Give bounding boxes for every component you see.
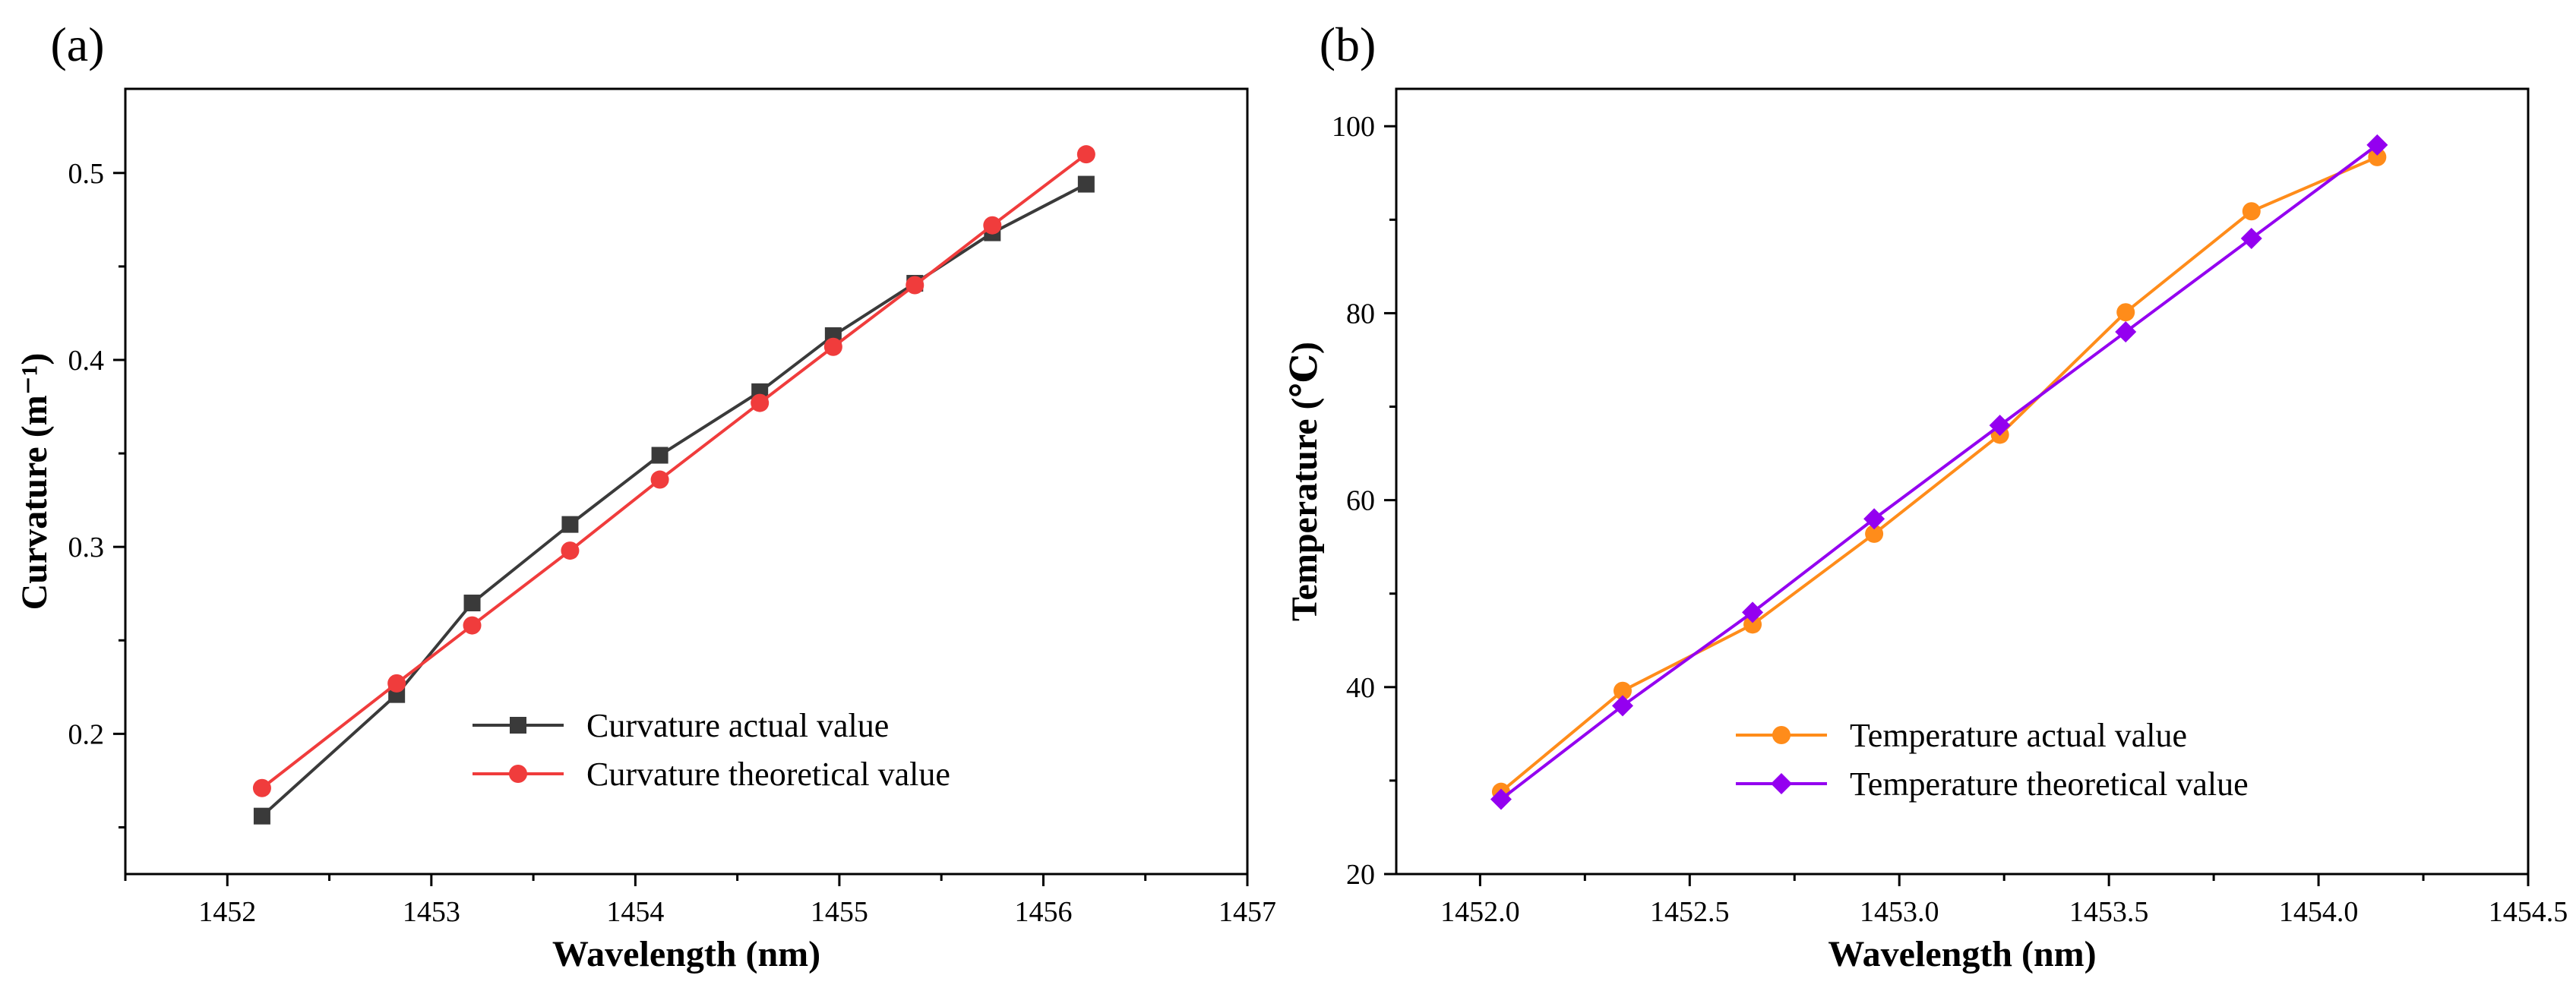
data-point-series-2 — [1863, 508, 1885, 530]
plot-frame — [1395, 87, 2530, 876]
legend-label-1: Temperature actual value — [1850, 717, 2187, 754]
data-point-series-1 — [2242, 202, 2261, 221]
data-point-series-2 — [561, 541, 580, 560]
chart-panel-a: (a) 1452 1453 1454 1455 1456 1457 0.2 0.3 0.4 0.5 W… — [14, 17, 1276, 974]
x-tick-label: 1452 — [198, 896, 256, 928]
y-tick-label: 0.2 — [68, 718, 105, 750]
data-point-series-2 — [906, 276, 925, 295]
x-tick-label: 1453.0 — [1860, 896, 1939, 928]
chart-panel-b: (b) 1452.0 1452.5 1453.0 1453.5 1454.0 1454.5 2… — [1285, 17, 2568, 974]
series-line-2 — [261, 153, 1088, 790]
y-tick-label: 0.3 — [68, 532, 105, 563]
y-tick-label: 80 — [1346, 298, 1375, 330]
legend-label-2: Curvature theoretical value — [586, 756, 950, 793]
legend-label-2: Temperature theoretical value — [1850, 765, 2249, 803]
x-tick-label: 1453.5 — [2069, 896, 2149, 928]
x-tick-label: 1454.0 — [2279, 896, 2359, 928]
y-tick-label: 100 — [1332, 111, 1375, 143]
legend-marker-2 — [1771, 773, 1792, 794]
data-point-series-2 — [2366, 134, 2388, 156]
series-line-2 — [1500, 144, 2378, 801]
y-tick-label: 60 — [1346, 485, 1375, 517]
data-point-series-1 — [1865, 524, 1884, 543]
data-point-series-2 — [1742, 601, 1764, 623]
y-axis-label: Curvature (m⁻¹) — [14, 353, 55, 611]
x-tick-label: 1452.0 — [1440, 896, 1520, 928]
panel-label: (b) — [1320, 17, 1377, 71]
legend-marker-2 — [509, 765, 527, 783]
legend-marker-1 — [510, 717, 526, 734]
x-axis-label: Wavelength (nm) — [552, 934, 820, 974]
x-tick-label: 1454.5 — [2489, 896, 2568, 928]
data-point-series-2 — [650, 470, 669, 489]
plot-frame — [124, 87, 1249, 876]
data-point-series-1 — [561, 516, 579, 533]
y-tick-label: 0.5 — [68, 158, 105, 190]
data-point-series-2 — [2115, 321, 2137, 343]
y-tick-label: 20 — [1346, 859, 1375, 891]
data-point-series-1 — [1743, 615, 1762, 634]
data-point-series-2 — [252, 778, 271, 797]
series-line-1 — [261, 182, 1087, 818]
data-point-series-2 — [1490, 788, 1512, 810]
data-point-series-1 — [1077, 175, 1095, 193]
data-point-series-2 — [463, 616, 482, 635]
data-point-series-2 — [2240, 227, 2262, 249]
x-tick-label: 1452.5 — [1650, 896, 1730, 928]
data-point-series-1 — [253, 807, 270, 825]
data-point-series-2 — [1612, 695, 1633, 717]
legend-label-1: Curvature actual value — [586, 707, 889, 744]
y-tick-label: 40 — [1346, 672, 1375, 704]
x-axis-label: Wavelength (nm) — [1828, 934, 2096, 974]
y-axis-label: Temperature (℃) — [1285, 342, 1325, 621]
x-tick-label: 1456 — [1014, 896, 1072, 928]
x-tick-label: 1453 — [403, 896, 460, 928]
panel-label: (a) — [50, 17, 104, 71]
x-tick-label: 1457 — [1218, 896, 1276, 928]
data-point-series-1 — [651, 447, 668, 464]
data-point-series-2 — [1989, 415, 2011, 437]
data-point-series-1 — [2116, 303, 2135, 322]
data-point-series-2 — [387, 674, 406, 693]
legend-marker-1 — [1772, 726, 1791, 744]
y-tick-label: 0.4 — [68, 345, 105, 377]
x-tick-label: 1455 — [811, 896, 868, 928]
data-point-series-1 — [463, 595, 481, 612]
data-point-series-1 — [2368, 147, 2387, 166]
x-tick-label: 1454 — [606, 896, 664, 928]
data-point-series-2 — [823, 337, 842, 356]
series-line-1 — [1500, 156, 2378, 794]
data-point-series-2 — [983, 216, 1002, 235]
data-point-series-1 — [1614, 681, 1632, 700]
data-point-series-2 — [1076, 145, 1095, 164]
data-point-series-2 — [751, 393, 770, 412]
